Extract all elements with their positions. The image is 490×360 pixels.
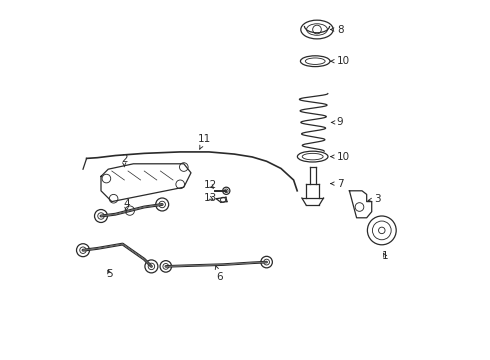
- Text: 10: 10: [331, 56, 350, 66]
- Text: 9: 9: [331, 117, 343, 127]
- Text: 11: 11: [198, 134, 212, 149]
- Text: 2: 2: [121, 154, 127, 167]
- Text: 1: 1: [382, 251, 389, 261]
- Text: 8: 8: [331, 24, 343, 35]
- Text: 7: 7: [331, 179, 343, 189]
- Text: 3: 3: [368, 194, 381, 204]
- Text: 13: 13: [204, 193, 217, 203]
- Text: 4: 4: [123, 199, 130, 212]
- Text: 10: 10: [331, 152, 350, 162]
- Text: 12: 12: [204, 180, 217, 190]
- Text: 5: 5: [106, 269, 113, 279]
- Text: 6: 6: [215, 266, 223, 282]
